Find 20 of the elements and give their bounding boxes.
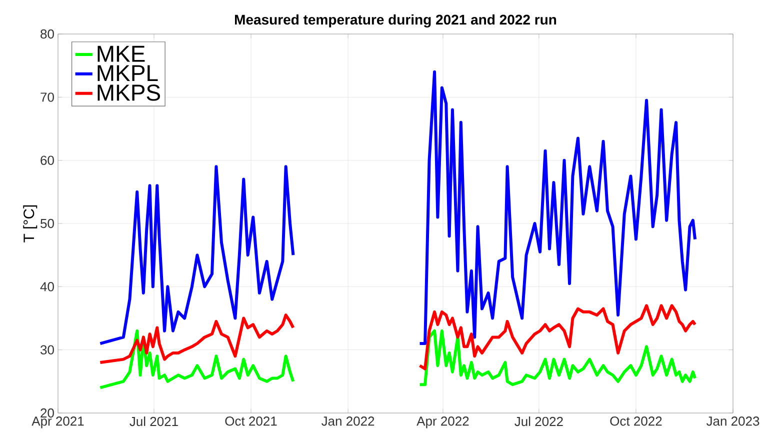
x-tick-label: Jan 2022 <box>322 416 374 426</box>
y-tick-label: 20 <box>40 408 54 418</box>
x-tick-label: Jan 2023 <box>706 416 760 426</box>
chart-title: Measured temperature during 2021 and 2022 run <box>235 14 556 28</box>
y-tick-label: 60 <box>40 156 54 165</box>
legend-label: MKPL <box>98 65 158 82</box>
y-tick-label: 40 <box>40 282 54 292</box>
legend-label: MKE <box>98 46 145 62</box>
x-tick-label: Jul 2021 <box>130 416 178 426</box>
x-tick-label: Oct 2021 <box>225 416 277 426</box>
y-tick-label: 70 <box>40 92 54 102</box>
y-tick-label: 50 <box>40 218 54 228</box>
legend-label: MKPS <box>98 84 160 101</box>
y-tick-label: 30 <box>40 345 54 354</box>
x-tick-label: Apr 2022 <box>416 416 469 428</box>
x-tick-label: Jul 2022 <box>514 416 563 426</box>
x-tick-label: Oct 2022 <box>610 416 662 426</box>
y-tick-label: 80 <box>40 29 54 39</box>
x-tick-label: Apr 2021 <box>32 416 84 428</box>
y-axis-title: T [°C] <box>23 205 38 242</box>
